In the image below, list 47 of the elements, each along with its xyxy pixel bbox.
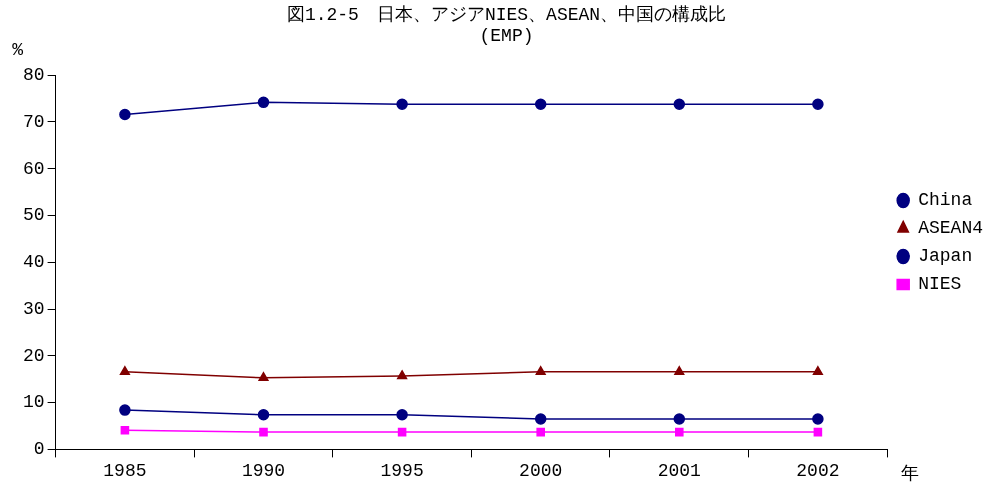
y-tick-label: 80 bbox=[22, 64, 45, 85]
point bbox=[119, 404, 131, 416]
point bbox=[397, 427, 407, 437]
legend-label: NIES bbox=[918, 274, 962, 295]
point bbox=[674, 366, 685, 375]
y-tick-label: 30 bbox=[22, 298, 45, 319]
point bbox=[119, 366, 130, 375]
x-tick-label: 1995 bbox=[380, 460, 424, 481]
x-tick-label: 2001 bbox=[657, 460, 701, 481]
x-axis-title: 年 bbox=[901, 464, 920, 485]
y-axis-title: % bbox=[12, 39, 24, 60]
y-tick-label: 40 bbox=[22, 252, 45, 273]
point bbox=[812, 366, 823, 375]
x-tick-label: 1985 bbox=[103, 460, 147, 481]
point bbox=[535, 366, 546, 375]
y-tick-label: 60 bbox=[22, 158, 45, 179]
y-tick-label: 50 bbox=[22, 205, 45, 226]
point bbox=[396, 98, 408, 110]
point bbox=[396, 409, 408, 421]
point bbox=[397, 370, 408, 380]
x-tick-label: 1990 bbox=[241, 460, 286, 481]
point bbox=[257, 96, 270, 109]
legend-label: Japan bbox=[918, 246, 973, 267]
point bbox=[258, 372, 269, 382]
y-tick-label: 0 bbox=[33, 439, 45, 460]
point bbox=[675, 427, 684, 437]
y-tick-label: 20 bbox=[22, 345, 45, 366]
point bbox=[536, 427, 545, 437]
y-tick-label: 70 bbox=[22, 111, 45, 132]
point bbox=[534, 413, 547, 425]
legend-label: ASEAN4 bbox=[918, 218, 983, 239]
point bbox=[812, 98, 824, 110]
x-tick-label: 2000 bbox=[519, 460, 563, 481]
point bbox=[259, 427, 268, 437]
point bbox=[120, 425, 130, 435]
point bbox=[813, 427, 823, 437]
y-tick-label: 10 bbox=[22, 392, 45, 413]
point bbox=[673, 98, 686, 110]
point bbox=[257, 409, 270, 421]
x-tick-label: 2002 bbox=[796, 460, 840, 481]
point bbox=[812, 413, 824, 425]
point bbox=[119, 108, 131, 121]
chart-title: 図1.2-5 日本、アジアNIES、ASEAN、中国の構成比 bbox=[286, 4, 727, 25]
legend-label: China bbox=[918, 190, 973, 211]
point bbox=[673, 413, 686, 425]
chart-subtitle: (EMP) bbox=[479, 26, 534, 47]
point bbox=[534, 98, 547, 110]
